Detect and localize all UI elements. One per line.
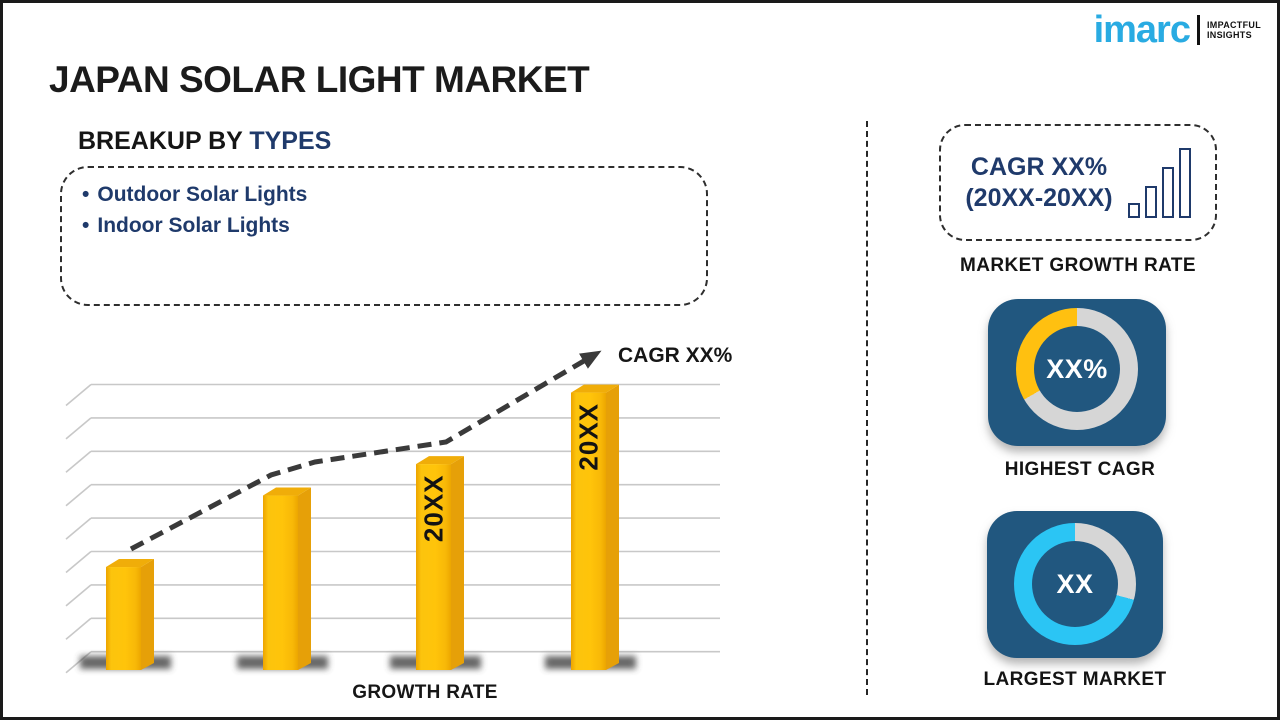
trend-arrow-label: CAGR XX% (618, 344, 733, 367)
largest-market-card: XX (987, 511, 1163, 658)
grid-depth-tick (65, 417, 92, 440)
list-item: • Indoor Solar Lights (82, 210, 686, 241)
bar-column (106, 567, 141, 670)
bar-top-face (263, 487, 311, 496)
grid-depth-tick (65, 584, 92, 607)
highest-cagr-caption: HIGHEST CAGR (1004, 459, 1156, 480)
types-list-box: • Outdoor Solar Lights • Indoor Solar Ligh… (60, 166, 708, 306)
largest-market-donut-chart: XX (1014, 523, 1136, 645)
largest-market-caption: LARGEST MARKET (983, 669, 1167, 690)
growth-rate-bar-chart: 20XX 20XX (65, 350, 720, 674)
donut-value: XX% (1034, 326, 1120, 412)
highest-cagr-card: XX% (988, 299, 1166, 446)
grid-depth-tick (65, 651, 92, 674)
imarc-brand-wordmark: imarc (1093, 9, 1191, 51)
page-title: JAPAN SOLAR LIGHT MARKET (49, 59, 590, 100)
bar-side-face (298, 487, 311, 670)
cagr-period-line: (20XX-20XX) (965, 183, 1113, 212)
bullet-icon: • (82, 214, 90, 237)
bar-column (571, 392, 606, 670)
cagr-value-line: CAGR XX% (970, 152, 1108, 181)
breakup-heading: BREAKUP BY TYPES (78, 127, 331, 156)
grid-depth-tick (65, 617, 92, 640)
x-axis-label: GROWTH RATE (352, 682, 498, 703)
bar-column (416, 464, 451, 670)
logo-divider (1196, 15, 1200, 45)
market-growth-rate-caption: MARKET GROWTH RATE (960, 255, 1196, 276)
growth-bars-icon (1127, 147, 1191, 218)
bar-top-face (416, 456, 464, 465)
bar-top-face (106, 559, 154, 568)
type-item-outdoor: Outdoor Solar Lights (97, 183, 308, 206)
bar-side-face (141, 559, 154, 670)
trend-arrow (129, 350, 602, 552)
grid-depth-tick (65, 450, 92, 473)
cagr-callout-box: CAGR XX% (20XX-20XX) (939, 124, 1217, 241)
logo-tagline-bottom: INSIGHTS (1206, 30, 1252, 40)
list-item: • Outdoor Solar Lights (82, 179, 686, 210)
grid-depth-tick (65, 383, 92, 407)
logo-tagline: IMPACTFUL INSIGHTS (1207, 20, 1261, 41)
grid-depth-tick (65, 517, 92, 540)
cagr-callout-text: CAGR XX% (20XX-20XX) (965, 152, 1112, 214)
grid-depth-tick (65, 550, 92, 574)
imarc-logo: imarc IMPACTFUL INSIGHTS (1094, 11, 1261, 49)
bullet-icon: • (82, 183, 90, 206)
bar-year-label: 20XX (419, 474, 449, 542)
type-item-indoor: Indoor Solar Lights (97, 214, 290, 237)
logo-tagline-top: IMPACTFUL (1206, 19, 1261, 30)
bar-side-face (606, 384, 619, 670)
breakup-heading-highlight: TYPES (249, 127, 332, 155)
bar-top-face (571, 384, 619, 393)
breakup-heading-prefix: BREAKUP BY (78, 127, 243, 155)
bar-column (263, 495, 298, 670)
section-divider-line (866, 121, 868, 695)
donut-value: XX (1032, 541, 1118, 627)
grid-depth-tick (65, 484, 92, 507)
bar-side-face (451, 456, 464, 670)
bar-year-label: 20XX (574, 403, 604, 471)
highest-cagr-donut-chart: XX% (1016, 308, 1138, 430)
